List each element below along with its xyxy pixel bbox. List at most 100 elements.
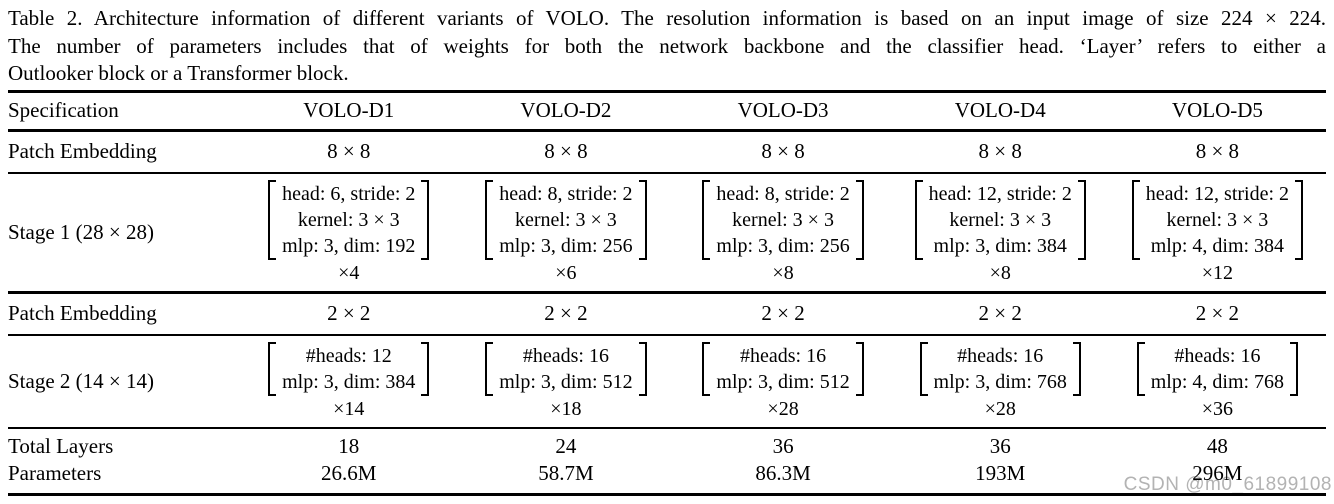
stage1-cell-d2: head: 8, stride: 2 kernel: 3 × 3 mlp: 3,… bbox=[457, 173, 674, 293]
matrix-line: #heads: 16 bbox=[522, 344, 609, 367]
matrix-line: kernel: 3 × 3 bbox=[297, 208, 400, 231]
stage2-cell-d3: #heads: 16 mlp: 3, dim: 512 ×28 bbox=[674, 335, 891, 428]
column-header-volo-d2: VOLO-D2 bbox=[520, 97, 612, 122]
matrix-right-bracket bbox=[1077, 179, 1086, 260]
matrix-line: head: 12, stride: 2 bbox=[928, 182, 1072, 205]
matrix-line: mlp: 3, dim: 256 bbox=[716, 234, 850, 257]
matrix-line: mlp: 3, dim: 384 bbox=[282, 370, 416, 393]
header-row: Specification VOLO-D1 VOLO-D2 VOLO-D3 VO… bbox=[8, 91, 1326, 130]
matrix-line: mlp: 3, dim: 768 bbox=[933, 370, 1067, 393]
matrix-line: kernel: 3 × 3 bbox=[732, 208, 834, 231]
column-header-specification: Specification bbox=[8, 97, 119, 122]
row-parameters: Parameters 26.6M 58.7M 86.3M 193M 296M bbox=[8, 460, 1326, 494]
parameters-d3: 86.3M bbox=[755, 460, 811, 485]
matrix-left-bracket bbox=[914, 179, 923, 260]
column-header-volo-d3: VOLO-D3 bbox=[737, 97, 829, 122]
total-layers-d5: 48 bbox=[1206, 433, 1228, 458]
stage2-multiplier-d3: ×28 bbox=[767, 397, 799, 420]
patch2-value-d3: 2 × 2 bbox=[761, 300, 805, 325]
parameters-d4: 193M bbox=[975, 460, 1026, 485]
matrix-right-bracket bbox=[1295, 179, 1304, 260]
parameters-d2: 58.7M bbox=[538, 460, 594, 485]
matrix-right-bracket bbox=[1290, 341, 1299, 396]
caption-line-3: Outlooker block or a Transformer block. bbox=[8, 61, 349, 85]
stage2-cell-d1: #heads: 12 mlp: 3, dim: 384 ×14 bbox=[240, 335, 457, 428]
stage1-multiplier-d1: ×4 bbox=[338, 261, 360, 284]
matrix-right-bracket bbox=[1072, 341, 1081, 396]
stage1-cell-d3: head: 8, stride: 2 kernel: 3 × 3 mlp: 3,… bbox=[674, 173, 891, 293]
patch1-value-d1: 8 × 8 bbox=[327, 138, 371, 163]
parameters-d5: 296M bbox=[1192, 460, 1243, 485]
matrix-left-bracket bbox=[485, 179, 494, 260]
matrix-left-bracket bbox=[1131, 179, 1140, 260]
row-stage-1: Stage 1 (28 × 28) head: 6, stride: 2 ker… bbox=[8, 173, 1326, 293]
matrix-line: #heads: 12 bbox=[305, 344, 392, 367]
row-label-patch-embedding-1: Patch Embedding bbox=[8, 138, 157, 163]
matrix-line: mlp: 3, dim: 256 bbox=[499, 234, 633, 257]
stage2-multiplier-d2: ×18 bbox=[550, 397, 582, 420]
matrix-line: mlp: 3, dim: 512 bbox=[499, 370, 633, 393]
stage1-multiplier-d4: ×8 bbox=[989, 261, 1011, 284]
matrix-left-bracket bbox=[702, 179, 711, 260]
row-label-total-layers: Total Layers bbox=[8, 433, 114, 458]
patch1-value-d5: 8 × 8 bbox=[1195, 138, 1240, 163]
stage1-cell-d5: head: 12, stride: 2 kernel: 3 × 3 mlp: 4… bbox=[1109, 173, 1326, 293]
patch1-value-d4: 8 × 8 bbox=[978, 138, 1022, 163]
stage1-multiplier-d5: ×12 bbox=[1201, 261, 1234, 284]
matrix-line: mlp: 3, dim: 512 bbox=[716, 370, 850, 393]
matrix-left-bracket bbox=[1136, 341, 1145, 396]
stage2-cell-d4: #heads: 16 mlp: 3, dim: 768 ×28 bbox=[892, 335, 1109, 428]
matrix-left-bracket bbox=[268, 341, 277, 396]
matrix-line: #heads: 16 bbox=[1174, 344, 1261, 367]
matrix-line: head: 12, stride: 2 bbox=[1145, 182, 1290, 205]
row-stage-2: Stage 2 (14 × 14) #heads: 12 mlp: 3, dim… bbox=[8, 335, 1326, 428]
patch2-value-d5: 2 × 2 bbox=[1195, 300, 1240, 325]
column-header-volo-d1: VOLO-D1 bbox=[303, 97, 395, 122]
matrix-left-bracket bbox=[702, 341, 711, 396]
matrix-right-bracket bbox=[421, 341, 430, 396]
row-total-layers: Total Layers 18 24 36 36 48 bbox=[8, 428, 1326, 460]
caption-line-2: The number of parameters includes that o… bbox=[8, 33, 1326, 58]
matrix-line: mlp: 4, dim: 768 bbox=[1150, 370, 1285, 393]
stage1-cell-d4: head: 12, stride: 2 kernel: 3 × 3 mlp: 3… bbox=[892, 173, 1109, 293]
matrix-line: kernel: 3 × 3 bbox=[949, 208, 1052, 231]
matrix-line: head: 8, stride: 2 bbox=[716, 182, 850, 205]
caption-line-1: Table 2. Architecture information of dif… bbox=[8, 6, 1326, 30]
patch2-value-d4: 2 × 2 bbox=[978, 300, 1022, 325]
matrix-line: kernel: 3 × 3 bbox=[1166, 208, 1269, 231]
row-patch-embedding-2: Patch Embedding 2 × 2 2 × 2 2 × 2 2 × 2 … bbox=[8, 292, 1326, 335]
volo-architecture-table: Specification VOLO-D1 VOLO-D2 VOLO-D3 VO… bbox=[8, 90, 1326, 496]
matrix-line: head: 6, stride: 2 bbox=[282, 182, 416, 205]
total-layers-d1: 18 bbox=[338, 433, 360, 458]
total-layers-d3: 36 bbox=[772, 433, 794, 458]
matrix-left-bracket bbox=[485, 341, 494, 396]
matrix-line: mlp: 3, dim: 384 bbox=[933, 234, 1067, 257]
stage2-multiplier-d4: ×28 bbox=[984, 397, 1016, 420]
column-header-volo-d5: VOLO-D5 bbox=[1171, 97, 1263, 122]
matrix-right-bracket bbox=[421, 179, 430, 260]
total-layers-d2: 24 bbox=[555, 433, 577, 458]
patch1-value-d3: 8 × 8 bbox=[761, 138, 805, 163]
matrix-line: #heads: 16 bbox=[957, 344, 1044, 367]
parameters-d1: 26.6M bbox=[321, 460, 377, 485]
row-patch-embedding-1: Patch Embedding 8 × 8 8 × 8 8 × 8 8 × 8 … bbox=[8, 130, 1326, 173]
matrix-right-bracket bbox=[638, 179, 647, 260]
stage1-multiplier-d3: ×8 bbox=[772, 261, 794, 284]
stage2-multiplier-d5: ×36 bbox=[1201, 397, 1234, 420]
stage1-cell-d1: head: 6, stride: 2 kernel: 3 × 3 mlp: 3,… bbox=[240, 173, 457, 293]
row-label-parameters: Parameters bbox=[8, 460, 102, 485]
column-header-volo-d4: VOLO-D4 bbox=[954, 97, 1046, 122]
matrix-line: head: 8, stride: 2 bbox=[499, 182, 633, 205]
stage2-cell-d5: #heads: 16 mlp: 4, dim: 768 ×36 bbox=[1109, 335, 1326, 428]
matrix-line: mlp: 3, dim: 192 bbox=[282, 234, 416, 257]
matrix-left-bracket bbox=[268, 179, 277, 260]
stage2-cell-d2: #heads: 16 mlp: 3, dim: 512 ×18 bbox=[457, 335, 674, 428]
matrix-right-bracket bbox=[855, 341, 864, 396]
csdn-watermark: CSDN @m0_61899108 bbox=[1123, 474, 1332, 495]
matrix-line: #heads: 16 bbox=[740, 344, 827, 367]
patch2-value-d2: 2 × 2 bbox=[544, 300, 588, 325]
matrix-right-bracket bbox=[855, 179, 864, 260]
matrix-right-bracket bbox=[638, 341, 647, 396]
total-layers-d4: 36 bbox=[989, 433, 1011, 458]
row-label-patch-embedding-2: Patch Embedding bbox=[8, 300, 157, 325]
